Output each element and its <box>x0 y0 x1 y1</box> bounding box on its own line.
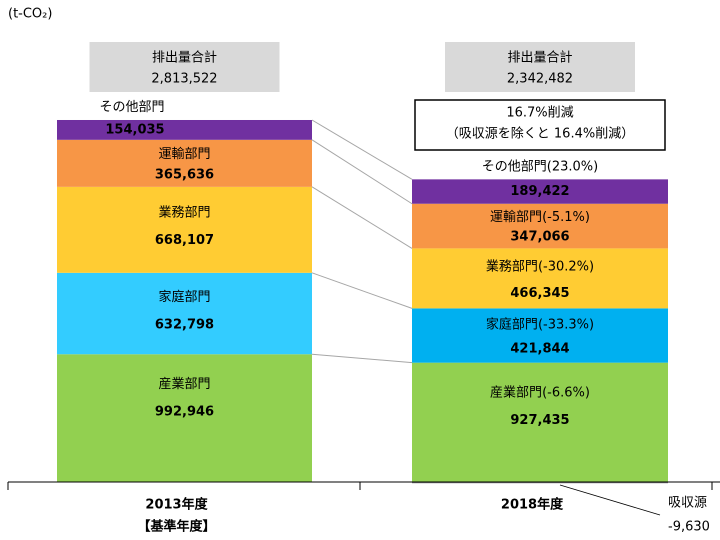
bar-segment <box>412 362 668 482</box>
category-note: 【基準年度】 <box>137 519 215 535</box>
value-label: 154,035 <box>105 122 164 137</box>
segment-name: その他部門 <box>99 99 164 114</box>
segment-name: 運輸部門(-5.1%) <box>490 210 590 225</box>
x-tick-label: 2018年度 <box>501 497 564 513</box>
bar-segment <box>57 354 312 482</box>
total-box <box>89 42 280 92</box>
segment-name: 家庭部門 <box>158 289 210 305</box>
value-label: 632,798 <box>155 318 214 333</box>
segment-name: 運輸部門 <box>158 146 210 161</box>
segment-name-text: 産業部門 <box>490 384 542 400</box>
sink-value: -9,630 <box>668 520 710 535</box>
value-label: 927,435 <box>510 413 569 428</box>
segment-name-text: 業務部門 <box>158 204 210 220</box>
segment-change: (23.0%) <box>547 159 598 174</box>
value-label: 365,636 <box>155 168 214 183</box>
connector <box>311 139 413 205</box>
segment-change: (-33.3%) <box>538 317 594 332</box>
total-label: 排出量合計 <box>152 50 217 66</box>
connector <box>311 272 413 309</box>
sink-leader <box>559 484 661 516</box>
unit-label: (t-CO₂) <box>8 7 52 22</box>
segment-name-text: 家庭部門 <box>486 316 538 332</box>
total-box <box>445 42 635 92</box>
bar-segment <box>412 179 668 204</box>
value-label: 189,422 <box>510 184 569 199</box>
reduction-text: 16.7%削減 <box>506 105 573 121</box>
reduction-box <box>414 99 666 151</box>
segment-name-text: 運輸部門 <box>158 146 210 161</box>
segment-name: 業務部門(-30.2%) <box>486 258 594 274</box>
value-label: 347,066 <box>510 230 569 245</box>
segment-name-text: 産業部門 <box>158 376 210 392</box>
sink-name: 吸収源 <box>668 496 707 511</box>
segment-name: 産業部門 <box>158 376 210 392</box>
segment-name-text: 業務部門 <box>486 258 538 274</box>
connector <box>311 353 413 364</box>
segment-change: (-6.6%) <box>542 385 590 400</box>
bar-segment <box>57 186 312 273</box>
segment-name: その他部門(23.0%) <box>482 159 598 174</box>
connector <box>311 186 413 249</box>
value-label: 466,345 <box>510 286 569 301</box>
segment-name: 業務部門 <box>158 204 210 220</box>
segment-name: 家庭部門(-33.3%) <box>486 316 594 332</box>
value-label: 992,946 <box>155 405 214 420</box>
bar-segment <box>412 248 668 309</box>
segment-name-text: その他部門 <box>99 99 164 114</box>
total-value: 2,813,522 <box>151 72 217 87</box>
bar-segment <box>57 139 312 187</box>
segment-name-text: 運輸部門 <box>490 210 542 225</box>
connector <box>311 119 413 180</box>
segment-name-text: その他部門 <box>482 159 547 174</box>
bar-segment <box>57 119 312 140</box>
segment-name: 産業部門(-6.6%) <box>490 384 590 400</box>
value-label: 421,844 <box>510 342 569 357</box>
sink-bar <box>412 482 668 484</box>
segment-change: (-5.1%) <box>542 210 590 225</box>
segment-name-text: 家庭部門 <box>158 289 210 305</box>
bar-segment <box>412 203 668 249</box>
x-tick-label: 2013年度 <box>145 497 208 513</box>
segment-change: (-30.2%) <box>538 259 594 274</box>
reduction-text: （吸収源を除くと 16.4%削減） <box>446 126 634 142</box>
bar-segment <box>57 272 312 355</box>
bar-segment <box>412 308 668 363</box>
value-label: 668,107 <box>155 233 214 248</box>
total-label: 排出量合計 <box>507 50 572 66</box>
total-value: 2,342,482 <box>507 72 573 87</box>
